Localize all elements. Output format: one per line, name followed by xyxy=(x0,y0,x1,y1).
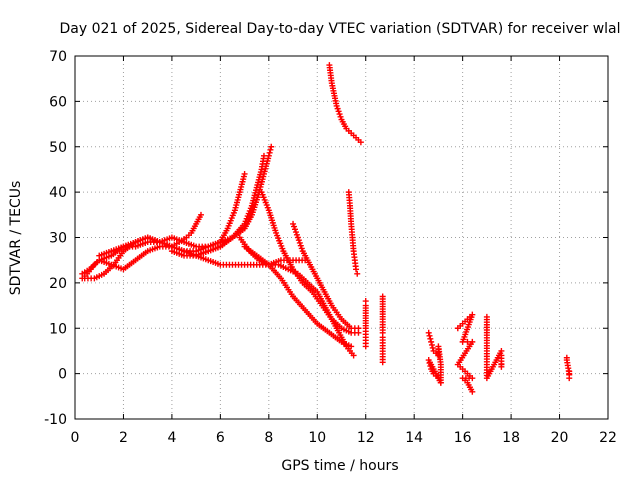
data-point xyxy=(298,245,305,252)
data-point xyxy=(428,341,435,348)
y-tick-label: 40 xyxy=(49,185,67,201)
data-point xyxy=(379,359,386,366)
data-point xyxy=(498,361,505,368)
y-tick-label: 70 xyxy=(49,49,67,65)
data-series xyxy=(79,211,204,282)
x-tick-label: 0 xyxy=(71,430,80,446)
data-point xyxy=(354,270,361,277)
data-point xyxy=(353,266,360,273)
y-axis-label: SDTVAR / TECUs xyxy=(8,181,24,296)
data-point xyxy=(355,325,362,332)
data-series xyxy=(241,243,355,350)
x-tick-label: 4 xyxy=(167,430,176,446)
data-point xyxy=(425,329,432,336)
data-series xyxy=(326,62,364,146)
data-point xyxy=(241,170,248,177)
data-point xyxy=(333,102,340,109)
y-tick-label: -10 xyxy=(44,412,67,428)
data-point xyxy=(357,139,364,146)
data-points xyxy=(79,62,573,395)
data-series xyxy=(345,189,361,277)
data-point xyxy=(197,211,204,218)
x-tick-label: 20 xyxy=(551,430,569,446)
y-tick-label: 60 xyxy=(49,94,67,110)
data-point xyxy=(427,335,434,342)
data-point xyxy=(267,146,274,153)
data-point xyxy=(292,229,299,236)
data-series xyxy=(96,170,248,259)
data-point xyxy=(336,111,343,118)
data-point xyxy=(566,368,573,375)
x-axis-label: GPS time / hours xyxy=(281,458,398,474)
x-tick-label: 10 xyxy=(308,430,326,446)
x-tick-label: 18 xyxy=(502,430,520,446)
x-tick-label: 22 xyxy=(599,430,617,446)
plot-frame xyxy=(74,55,609,420)
data-point xyxy=(362,343,369,350)
data-point xyxy=(265,152,272,159)
data-point xyxy=(294,234,301,241)
data-point xyxy=(425,357,432,364)
data-point xyxy=(293,231,300,238)
y-tick-label: 20 xyxy=(49,276,67,292)
x-tick-label: 12 xyxy=(357,430,375,446)
x-tick-label: 8 xyxy=(264,430,273,446)
data-series xyxy=(362,293,386,366)
data-point xyxy=(348,343,355,350)
y-tick-label: 0 xyxy=(58,367,67,383)
chart-title: Day 021 of 2025, Sidereal Day-to-day VTE… xyxy=(59,21,620,37)
data-point xyxy=(266,149,273,156)
data-point xyxy=(291,226,298,233)
y-tick-label: 10 xyxy=(49,321,67,337)
data-series xyxy=(193,143,275,259)
data-point xyxy=(290,220,297,227)
data-point xyxy=(426,332,433,339)
x-tick-label: 14 xyxy=(405,430,423,446)
data-point xyxy=(469,388,476,395)
data-point xyxy=(291,223,298,230)
data-point xyxy=(437,379,444,386)
data-point xyxy=(337,113,344,120)
data-point xyxy=(427,363,434,370)
data-point xyxy=(296,239,303,246)
data-point xyxy=(335,108,342,115)
grid xyxy=(75,56,608,419)
data-point xyxy=(428,338,435,345)
data-point xyxy=(297,242,304,249)
y-tick-label: 30 xyxy=(49,231,67,247)
data-point xyxy=(426,360,433,367)
x-tick-label: 2 xyxy=(119,430,128,446)
data-series xyxy=(290,220,362,332)
x-tick-label: 6 xyxy=(216,430,225,446)
data-point xyxy=(295,237,302,244)
data-point xyxy=(350,352,357,359)
data-point xyxy=(268,143,275,150)
data-point xyxy=(429,344,436,351)
data-series xyxy=(483,313,573,382)
y-tick-label: 50 xyxy=(49,140,67,156)
x-tick-label: 16 xyxy=(454,430,472,446)
data-point xyxy=(334,105,341,112)
data-series xyxy=(454,311,476,395)
data-series xyxy=(425,329,444,386)
